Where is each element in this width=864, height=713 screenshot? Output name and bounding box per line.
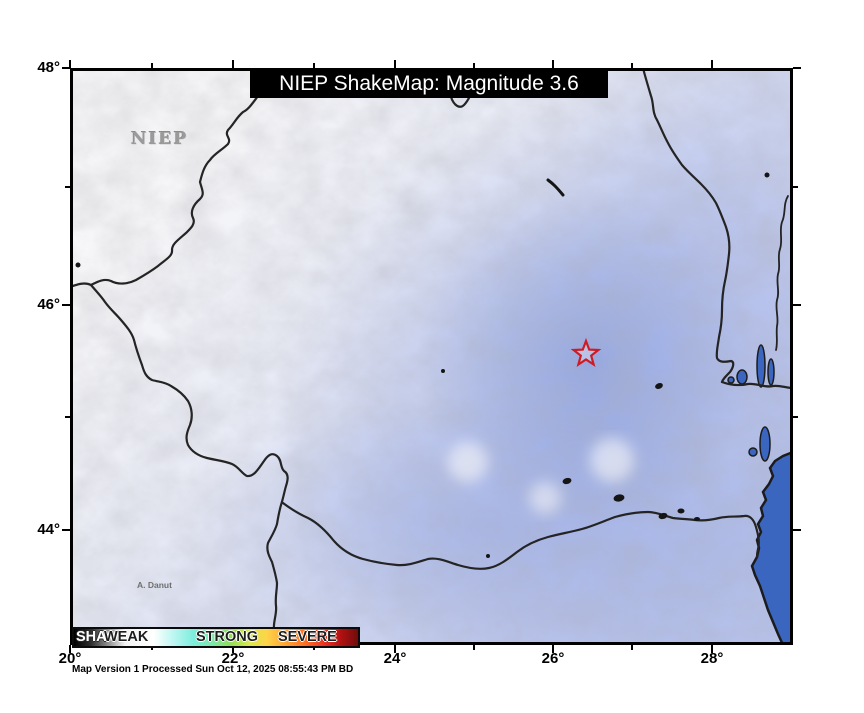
axis-tick — [313, 63, 315, 68]
axis-tick — [552, 60, 554, 68]
border-danube-lower — [720, 380, 793, 390]
axis-tick — [394, 60, 396, 68]
axis-tick — [711, 60, 713, 68]
legend-label: SEVERE — [278, 629, 337, 645]
epicenter-star — [570, 337, 602, 368]
axis-tick — [552, 645, 554, 653]
niep-watermark: NIEP — [131, 129, 189, 149]
axis-tick — [793, 67, 801, 69]
axis-tick — [473, 645, 475, 650]
map-frame — [70, 68, 793, 645]
axis-tick — [631, 63, 633, 68]
relief-texture — [70, 68, 793, 645]
map-version-text: Map Version 1 Processed Sun Oct 12, 2025… — [72, 664, 354, 675]
axis-tick — [62, 304, 70, 306]
axis-tick — [65, 416, 70, 418]
axis-tick — [394, 645, 396, 653]
axis-label-x: 28° — [700, 650, 724, 667]
axis-label-x: 26° — [541, 650, 565, 667]
axis-label-y: 48° — [37, 59, 60, 76]
delta-lakes — [727, 344, 775, 462]
axis-label-x: 24° — [383, 650, 407, 667]
black-sea — [727, 344, 793, 645]
sea-polygon — [750, 450, 793, 645]
axis-tick — [793, 304, 801, 306]
axis-tick — [151, 63, 153, 68]
axis-tick — [793, 529, 801, 531]
legend-label: STRONG — [196, 629, 259, 645]
map-title: NIEP ShakeMap: Magnitude 3.6 — [250, 70, 608, 98]
glow-spots — [448, 438, 634, 514]
intensity-legend: SHA WEAK STRONG SEVERE — [72, 627, 360, 648]
small-map-label: A. Danut — [137, 580, 172, 590]
axis-tick — [65, 186, 70, 188]
romania-map — [70, 68, 793, 645]
legend-label: WEAK — [104, 629, 149, 645]
country-borders — [70, 68, 793, 645]
axis-tick — [69, 60, 71, 68]
city-dots — [75, 172, 770, 558]
border-danube — [281, 501, 760, 570]
axis-tick — [232, 60, 234, 68]
axis-tick — [793, 186, 798, 188]
axis-label-y: 46° — [37, 296, 60, 313]
legend-label: SHA — [76, 629, 107, 645]
border-moldova-ukraine — [775, 195, 789, 351]
border-hungary — [89, 94, 260, 287]
axis-tick — [473, 63, 475, 68]
border-prut — [641, 68, 735, 384]
axis-tick — [232, 645, 234, 653]
axis-tick — [69, 645, 71, 653]
axis-tick — [62, 67, 70, 69]
border-north-fragment — [449, 94, 472, 108]
axis-label-x: 22° — [221, 650, 245, 667]
border-serbia-bulgaria — [89, 283, 289, 645]
axis-tick — [62, 529, 70, 531]
axis-label-x: 20° — [58, 650, 82, 667]
axis-tick — [793, 416, 798, 418]
axis-label-y: 44° — [37, 521, 60, 538]
axis-tick — [711, 645, 713, 653]
axis-tick — [631, 645, 633, 650]
